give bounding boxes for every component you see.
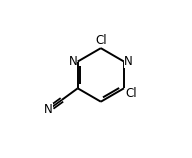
Text: Cl: Cl (125, 87, 137, 100)
Text: N: N (69, 55, 77, 68)
Text: N: N (44, 103, 53, 116)
Text: N: N (124, 55, 133, 68)
Text: Cl: Cl (95, 34, 107, 47)
